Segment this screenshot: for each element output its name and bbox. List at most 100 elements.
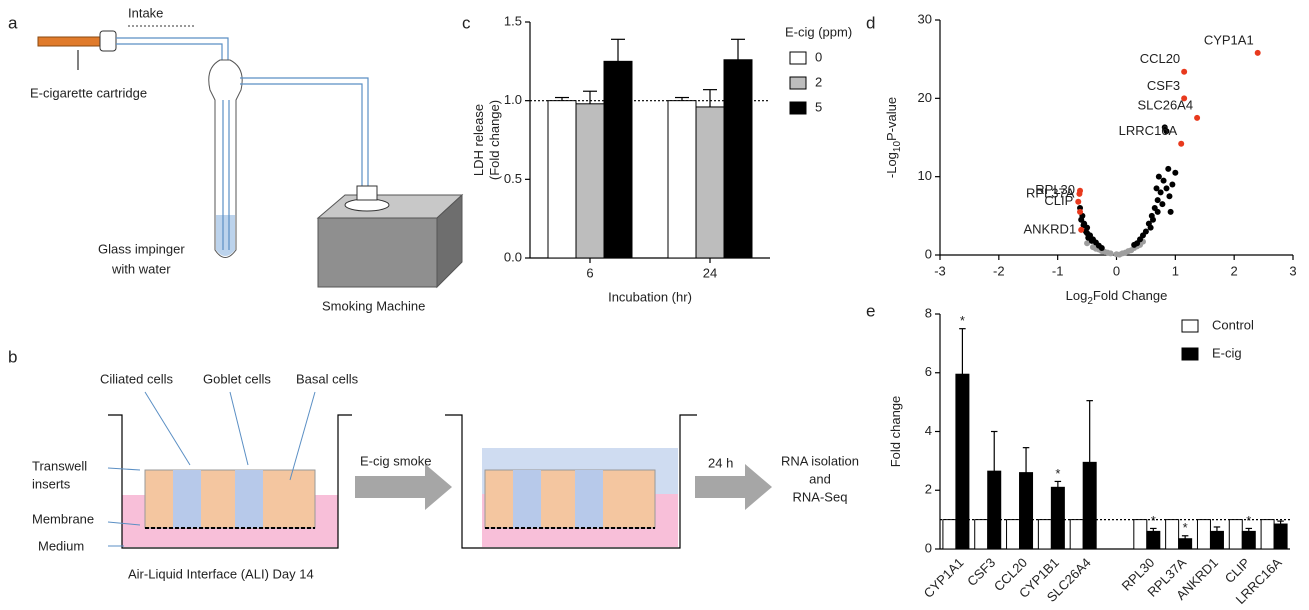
panel-letter: d <box>866 13 875 32</box>
point <box>1104 249 1111 256</box>
tube <box>222 100 230 250</box>
tube <box>240 77 369 188</box>
bar <box>667 100 697 259</box>
x-tick-label: 6 <box>586 265 593 280</box>
label: E-cigarette cartridge <box>30 85 147 100</box>
point <box>1194 114 1201 121</box>
cartridge <box>37 36 101 47</box>
label: Medium <box>38 538 84 553</box>
y-tick-label: 6 <box>925 364 932 379</box>
y-axis-label-line: (Fold change) <box>487 100 502 180</box>
significance: * <box>1183 520 1188 535</box>
y-tick-label: 8 <box>925 305 932 320</box>
bar <box>1260 519 1275 550</box>
bar <box>987 470 1002 550</box>
bar <box>575 103 605 259</box>
point-label: CYP1A1 <box>1204 32 1254 47</box>
label: with water <box>111 261 171 276</box>
y-axis-label: -Log10P-value <box>884 97 902 178</box>
bar <box>723 59 753 259</box>
x-axis-label-part: Log <box>1066 288 1088 303</box>
caption: Air-Liquid Interface (ALI) Day 14 <box>128 566 314 581</box>
x-tick-label: 24 <box>703 265 717 280</box>
point <box>1078 216 1085 223</box>
bar <box>1178 538 1193 550</box>
label: inserts <box>32 476 71 491</box>
point <box>1159 201 1166 208</box>
legend-swatch <box>789 76 807 90</box>
bar <box>942 519 957 550</box>
x-axis-label-part: Fold Change <box>1093 288 1167 303</box>
legend-swatch <box>789 101 807 115</box>
legend-label: 2 <box>815 74 822 89</box>
label: 24 h <box>708 455 733 470</box>
point-label: CLIP <box>1044 193 1073 208</box>
goblet-cell <box>575 470 603 528</box>
y-axis-label-part: P-value <box>884 97 899 141</box>
y-axis-label-line: LDH release <box>471 104 486 176</box>
point <box>1122 249 1129 256</box>
goblet-cell <box>513 470 541 528</box>
y-axis-label: LDH release(Fold change) <box>471 100 502 180</box>
point <box>1076 190 1083 197</box>
bar <box>955 373 970 550</box>
machine-port <box>344 198 390 212</box>
point <box>1154 197 1161 204</box>
point <box>1167 208 1174 215</box>
y-axis-label-part: 10 <box>892 141 903 153</box>
point <box>1165 165 1172 172</box>
bar <box>974 519 989 550</box>
point <box>1178 140 1185 147</box>
bar <box>1196 519 1211 550</box>
label: RNA isolation <box>781 453 859 468</box>
bar <box>1273 523 1288 550</box>
x-tick-label: -2 <box>993 263 1005 278</box>
legend-swatch <box>1181 347 1199 361</box>
point <box>1139 232 1146 239</box>
point-label: SLC26A4 <box>1137 97 1193 112</box>
panel-letter: c <box>462 13 471 32</box>
label: and <box>809 471 831 486</box>
y-tick-label: 2 <box>925 482 932 497</box>
legend-label: 5 <box>815 99 822 114</box>
point <box>1134 240 1141 247</box>
point <box>1157 189 1164 196</box>
label: Goblet cells <box>203 371 271 386</box>
legend-label: Control <box>1212 317 1254 332</box>
y-tick-label: 1.0 <box>504 92 522 107</box>
legend-swatch <box>1181 319 1199 333</box>
label: Transwell <box>32 458 87 473</box>
label: Glass impinger <box>98 241 185 256</box>
cells <box>144 469 316 529</box>
y-tick-label: 0 <box>925 246 932 261</box>
cartridge-cap <box>99 30 117 52</box>
y-axis-label: Fold change <box>888 396 903 468</box>
panel-a: a Intake E-cigarette cartridge Glass imp… <box>8 5 464 313</box>
bar <box>1069 519 1084 550</box>
goblet-cell <box>235 470 263 528</box>
bar <box>1146 530 1161 550</box>
label: Smoking Machine <box>322 298 425 313</box>
y-tick-label: 10 <box>918 168 932 183</box>
point <box>1163 185 1170 192</box>
significance: * <box>960 313 965 328</box>
point <box>1160 177 1167 184</box>
x-tick-label: -3 <box>934 263 946 278</box>
point <box>1147 224 1154 231</box>
label: Membrane <box>32 511 94 526</box>
panel-letter: a <box>8 13 18 32</box>
pointer <box>144 391 316 481</box>
point <box>1181 68 1188 75</box>
x-axis-label: Log2Fold Change <box>1066 288 1168 306</box>
y-tick-label: 1.5 <box>504 13 522 28</box>
point <box>1128 247 1135 254</box>
point <box>1075 198 1082 205</box>
point <box>1154 208 1161 215</box>
bar <box>1133 519 1148 550</box>
y-axis-label-part: -Log <box>884 152 899 178</box>
point <box>1085 234 1092 241</box>
x-tick-label: 1 <box>1172 263 1179 278</box>
point <box>1166 193 1173 200</box>
bar <box>1209 530 1224 550</box>
